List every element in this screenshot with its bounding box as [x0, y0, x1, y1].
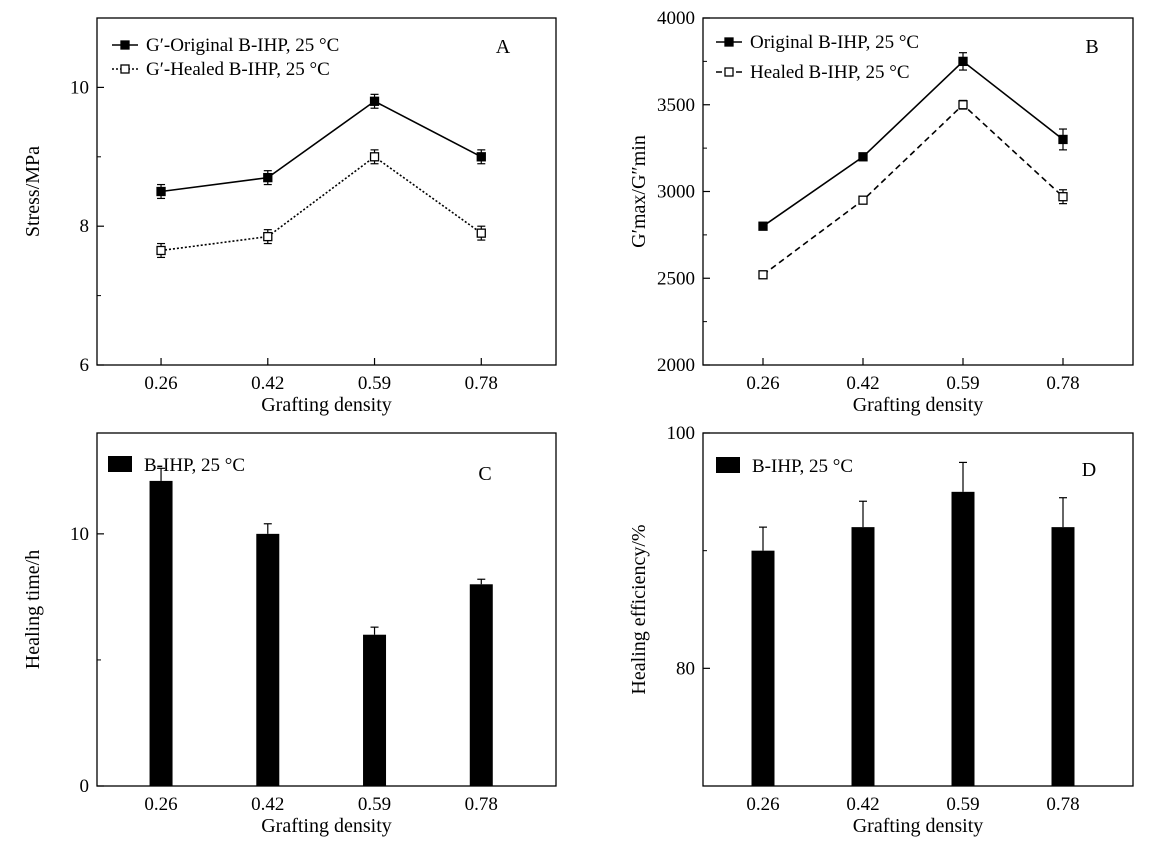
x-tick-label: 0.78: [1046, 373, 1079, 394]
plot-frame: [702, 432, 1134, 787]
x-tick-label: 0.42: [251, 794, 284, 815]
x-tick-label: 0.42: [846, 373, 879, 394]
x-tick-label: 0.59: [358, 794, 391, 815]
bar: [851, 527, 875, 786]
panel-b: 2000 2500 3000 3500 4000 0.26 0.42 0.59 0.78 Graf…: [628, 8, 1134, 416]
y-tick-label: 4000: [657, 8, 695, 29]
y-tick-label: 6: [80, 355, 90, 376]
x-tick-label: 0.42: [846, 794, 879, 815]
x-tick-label: 0.59: [946, 373, 979, 394]
data-point: [263, 172, 273, 183]
x-tick-label: 0.26: [144, 373, 177, 394]
series-line: [762, 60, 1064, 227]
data-point: [1058, 134, 1068, 145]
y-tick-label: 80: [676, 658, 695, 679]
data-point: [858, 195, 868, 205]
legend-label: Healed B-IHP, 25 °C: [750, 62, 910, 83]
y-tick-label: 3000: [657, 182, 695, 203]
data-point: [758, 221, 768, 231]
bar: [951, 491, 975, 786]
x-tick-label: 0.42: [251, 373, 284, 394]
x-tick-label: 0.26: [746, 373, 779, 394]
y-tick-label: 10: [70, 77, 89, 98]
panel-d: 80 100 0.26 0.42 0.59 0.78 Grafting density Hea…: [628, 423, 1134, 837]
series-line: [160, 155, 482, 252]
series-2: Healed B-IHP, 25 °C: [716, 62, 1068, 280]
x-axis-title: Grafting density: [853, 394, 984, 416]
series-2: G′-Healed B-IHP, 25 °C: [112, 59, 486, 259]
series-1: G′-Original B-IHP, 25 °C: [112, 35, 486, 200]
plot-frame: [96, 17, 557, 366]
y-axis-title: Healing time/h: [22, 550, 44, 669]
bar: [751, 550, 775, 786]
panel-letter: C: [478, 463, 491, 485]
data-point: [369, 152, 380, 162]
data-point: [263, 231, 273, 242]
data-point: [958, 56, 968, 67]
y-tick-label: 100: [667, 423, 696, 444]
legend-label: G′-Healed B-IHP, 25 °C: [146, 59, 330, 80]
legend-marker: [724, 37, 734, 47]
panel-letter: B: [1085, 36, 1098, 58]
x-axis-title: Grafting density: [261, 815, 392, 837]
data-point: [476, 228, 486, 238]
series-1: Original B-IHP, 25 °C: [716, 32, 1068, 231]
x-axis-title: Grafting density: [261, 394, 392, 416]
data-point: [156, 186, 166, 197]
series-line: [762, 103, 1064, 276]
legend-label: Original B-IHP, 25 °C: [750, 32, 919, 53]
data-point: [369, 96, 380, 106]
data-point: [758, 270, 768, 280]
bar: [469, 584, 493, 786]
y-axis-title: G′max/G″min: [628, 135, 650, 248]
panel-c: 0 10 0.26 0.42 0.59 0.78 Grafting density Heali…: [22, 432, 557, 837]
x-tick-label: 0.26: [746, 794, 779, 815]
panel-letter: A: [496, 36, 511, 58]
y-tick-label: 10: [70, 524, 89, 545]
x-axis-title: Grafting density: [853, 815, 984, 837]
legend-marker: [724, 67, 734, 77]
x-tick-label: 0.78: [465, 794, 498, 815]
data-point: [156, 245, 166, 256]
x-tick-label: 0.78: [1046, 794, 1079, 815]
bar: [363, 634, 387, 786]
series-line: [160, 100, 482, 193]
x-tick-label: 0.78: [465, 373, 498, 394]
plot-frame: [96, 432, 557, 787]
legend-marker: [120, 64, 130, 74]
y-tick-label: 2500: [657, 268, 695, 289]
y-axis-title: Healing efficiency/%: [628, 524, 650, 694]
legend-swatch: [716, 457, 740, 473]
series-1: B-IHP, 25 °C: [108, 455, 493, 786]
panel-letter: D: [1082, 459, 1096, 481]
series-1: B-IHP, 25 °C: [716, 456, 1075, 786]
y-tick-label: 8: [80, 216, 90, 237]
data-point: [958, 100, 968, 110]
y-tick-label: 2000: [657, 355, 695, 376]
x-tick-label: 0.59: [358, 373, 391, 394]
legend-swatch: [108, 456, 132, 472]
bar: [1051, 527, 1075, 786]
legend-label: B-IHP, 25 °C: [752, 456, 853, 477]
panel-a: 6 8 10 0.26 0.42 0.59 0.78 Grafting density Stre…: [22, 17, 557, 416]
x-tick-label: 0.26: [144, 794, 177, 815]
y-tick-label: 3500: [657, 95, 695, 116]
data-point: [1058, 192, 1068, 202]
legend-label: G′-Original B-IHP, 25 °C: [146, 35, 339, 56]
x-tick-label: 0.59: [946, 794, 979, 815]
legend-label: B-IHP, 25 °C: [144, 455, 245, 476]
y-tick-label: 0: [80, 776, 90, 797]
bar: [256, 533, 280, 786]
legend-marker: [120, 40, 130, 50]
y-axis-title: Stress/MPa: [22, 146, 44, 237]
data-point: [476, 152, 486, 162]
data-point: [858, 152, 868, 162]
bar: [149, 480, 173, 786]
